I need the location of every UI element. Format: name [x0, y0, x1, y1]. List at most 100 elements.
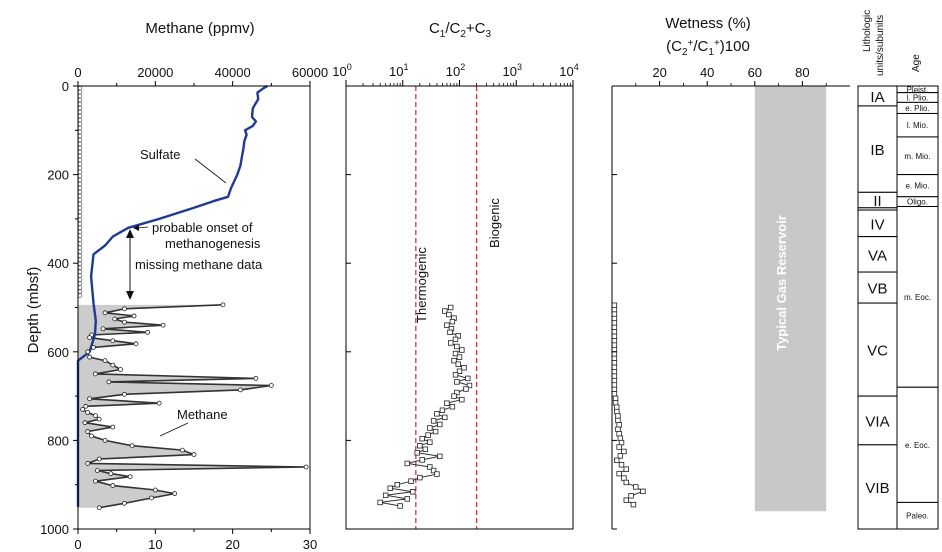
depth-tick-label: 200 — [47, 168, 69, 183]
ratio-point — [451, 393, 457, 399]
ratio-point — [419, 457, 425, 463]
ratio-point — [455, 361, 461, 367]
wetness-point — [611, 364, 618, 371]
ratio-point — [404, 496, 410, 502]
ratio-point — [432, 428, 439, 435]
methane-point — [131, 313, 137, 319]
methane-point — [89, 433, 94, 439]
ratio-point — [449, 404, 456, 410]
methane-point — [82, 420, 88, 426]
methane-point — [108, 471, 114, 477]
methane-point — [106, 379, 112, 385]
methane-zero-point — [77, 89, 83, 95]
wetness-point — [611, 369, 618, 375]
ratio-point — [417, 443, 423, 449]
onset-arrowhead — [133, 225, 139, 231]
methane-zero-point — [77, 185, 83, 191]
methane-point — [102, 358, 108, 364]
unit-label: IV — [870, 216, 884, 233]
sulfate-label: Sulfate — [140, 147, 180, 162]
ratio-point — [454, 343, 460, 350]
ratio-point — [442, 308, 448, 314]
wetness-point — [621, 475, 627, 481]
methane-zero-point — [77, 265, 83, 270]
unit-cell — [857, 105, 898, 193]
methane-zero-point — [77, 173, 83, 179]
methane-point — [85, 349, 91, 355]
ratio-point — [454, 389, 460, 396]
wetness-title: Wetness (%) — [665, 15, 751, 32]
methane-zero-point — [77, 101, 83, 107]
methane-point — [220, 302, 226, 308]
wetness-point — [611, 315, 618, 322]
wetness-point — [628, 493, 634, 499]
age-header: Age — [911, 54, 922, 72]
methane-zero-point — [77, 157, 83, 163]
ratio-point — [452, 336, 459, 343]
ratio-point — [394, 481, 400, 488]
unit-label: VC — [867, 343, 888, 360]
gas-reservoir-label: Typical Gas Reservoir — [774, 215, 789, 351]
methane-point — [93, 478, 98, 484]
gas-reservoir-band — [754, 86, 827, 512]
ratio-point — [452, 372, 459, 378]
methane-point — [179, 447, 185, 453]
methane-point — [268, 383, 274, 388]
unit-label: IB — [870, 142, 884, 159]
ratio-title: C1/C2+C3 — [429, 20, 492, 40]
ratio-tick-label: 101 — [389, 62, 408, 79]
wetness-point — [611, 391, 618, 397]
methane-sulfate-panel: Methane (ppmv) Depth (mbsf) 0 20000 40000 6… — [25, 20, 328, 552]
methane-point — [85, 461, 91, 466]
unit-label: VA — [868, 247, 887, 264]
methane-point — [93, 413, 98, 418]
wetness-point — [611, 386, 618, 393]
methane-zero-point — [77, 245, 83, 250]
age-cell — [896, 205, 939, 388]
methane-point — [96, 456, 102, 462]
wetness-point — [617, 453, 624, 459]
ratio-point — [454, 379, 460, 385]
onset-label-line1: probable onset of — [152, 220, 253, 235]
methane-zero-point — [77, 117, 83, 123]
wetness-point — [611, 351, 618, 357]
ratio-point — [427, 425, 433, 431]
age-cell — [896, 136, 939, 176]
unit-label: VIA — [865, 413, 889, 430]
depth-tick-label: 1000 — [40, 522, 69, 537]
wetness-point — [614, 408, 620, 415]
methane-point — [110, 483, 116, 488]
ratio-point — [456, 368, 463, 374]
ratio-point — [465, 375, 471, 382]
methane-point — [94, 468, 100, 473]
wetness-point — [611, 329, 618, 335]
ratio-point — [419, 435, 425, 442]
age-label: e. Eoc. — [905, 441, 930, 450]
methane-zero-point — [77, 201, 83, 207]
methane-point — [102, 310, 108, 316]
ratio-point — [449, 318, 456, 325]
methane-zero-point — [77, 205, 83, 211]
wetness-point — [616, 431, 622, 437]
methane-point — [87, 335, 92, 341]
methane-zero-point — [77, 113, 83, 119]
ratio-point — [434, 471, 440, 477]
ratio-point — [455, 333, 461, 339]
ratio-point — [425, 432, 431, 438]
wetness-tick-label: 60 — [748, 65, 762, 80]
methane-point — [87, 396, 92, 402]
ratio-point — [397, 503, 403, 509]
ratio-point — [456, 354, 463, 360]
ratio-point — [422, 446, 429, 452]
methane-zero-point — [77, 217, 83, 223]
lithologic-header-line1: Lithologic — [862, 10, 873, 52]
methane-tick-label: 20000 — [137, 65, 173, 80]
biogenic-label: Biogenic — [487, 198, 502, 248]
unit-label: VIB — [865, 480, 889, 497]
methane-point — [122, 500, 127, 506]
wetness-point — [611, 338, 618, 344]
ratio-point — [410, 489, 416, 495]
wetness-point — [616, 470, 622, 477]
methane-point — [237, 387, 243, 393]
